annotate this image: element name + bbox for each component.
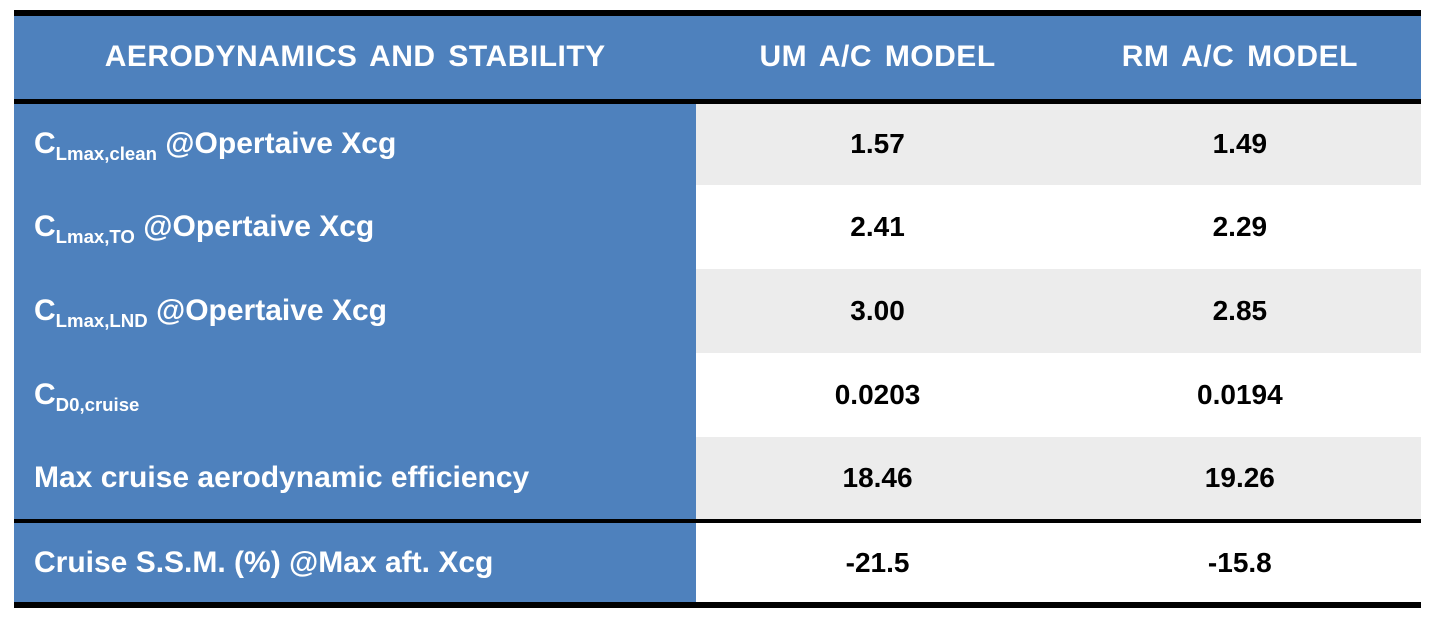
value-cell: 1.49 xyxy=(1058,101,1421,185)
row-label-text: C xyxy=(34,294,56,327)
table-row: Cruise S.S.M. (%) @Max aft. Xcg -21.5 -15.… xyxy=(14,521,1421,605)
row-label-subscript: Lmax,LND xyxy=(55,310,148,331)
value-cell: 2.41 xyxy=(696,185,1059,269)
row-label-text: C xyxy=(34,378,56,411)
row-label-subscript: Lmax,TO xyxy=(55,226,135,247)
row-label-text: @Opertaive Xcg xyxy=(147,294,387,327)
row-label: Cruise S.S.M. (%) @Max aft. Xcg xyxy=(14,521,697,605)
column-header-rm-model: RM A/C MODEL xyxy=(1058,13,1421,101)
table-row: CLmax,TO @Opertaive Xcg 2.41 2.29 xyxy=(14,185,1421,269)
value-cell: 0.0203 xyxy=(696,353,1059,437)
row-label-text: @Opertaive Xcg xyxy=(134,210,375,243)
row-label-text: Cruise S.S.M. (%) @Max aft. Xcg xyxy=(34,545,494,579)
row-label: CLmax,TO @Opertaive Xcg xyxy=(14,185,697,269)
row-label-text: C xyxy=(34,210,56,243)
table-body: CLmax,clean @Opertaive Xcg 1.57 1.49 CLmax,… xyxy=(14,101,1421,605)
table-row: CD0,cruise 0.0203 0.0194 xyxy=(14,353,1421,437)
value-cell: 3.00 xyxy=(696,269,1059,353)
table-title: AERODYNAMICS AND STABILITY xyxy=(14,13,697,101)
row-label-text: C xyxy=(34,127,56,161)
row-label: CLmax,clean @Opertaive Xcg xyxy=(14,101,697,185)
row-label: CLmax,LND @Opertaive Xcg xyxy=(14,269,697,353)
value-cell: 19.26 xyxy=(1058,437,1421,521)
value-cell: 2.29 xyxy=(1058,185,1421,269)
column-header-um-model: UM A/C MODEL xyxy=(696,13,1059,101)
value-cell: -21.5 xyxy=(696,521,1059,605)
aero-stability-table: AERODYNAMICS AND STABILITY UM A/C MODEL … xyxy=(14,10,1421,608)
header-row: AERODYNAMICS AND STABILITY UM A/C MODEL … xyxy=(14,13,1421,101)
table-row: CLmax,LND @Opertaive Xcg 3.00 2.85 xyxy=(14,269,1421,353)
value-cell: 2.85 xyxy=(1058,269,1421,353)
value-cell: 18.46 xyxy=(696,437,1059,521)
row-label: Max cruise aerodynamic efficiency xyxy=(14,437,697,521)
table-row: CLmax,clean @Opertaive Xcg 1.57 1.49 xyxy=(14,101,1421,185)
value-cell: -15.8 xyxy=(1058,521,1421,605)
row-label: CD0,cruise xyxy=(14,353,697,437)
row-label-subscript: Lmax,clean xyxy=(55,143,157,165)
row-label-text: @Opertaive Xcg xyxy=(156,127,397,161)
row-label-subscript: D0,cruise xyxy=(55,394,140,415)
value-cell: 1.57 xyxy=(696,101,1059,185)
table-row: Max cruise aerodynamic efficiency 18.46 19… xyxy=(14,437,1421,521)
row-label-text: Max cruise aerodynamic efficiency xyxy=(34,461,530,494)
value-cell: 0.0194 xyxy=(1058,353,1421,437)
